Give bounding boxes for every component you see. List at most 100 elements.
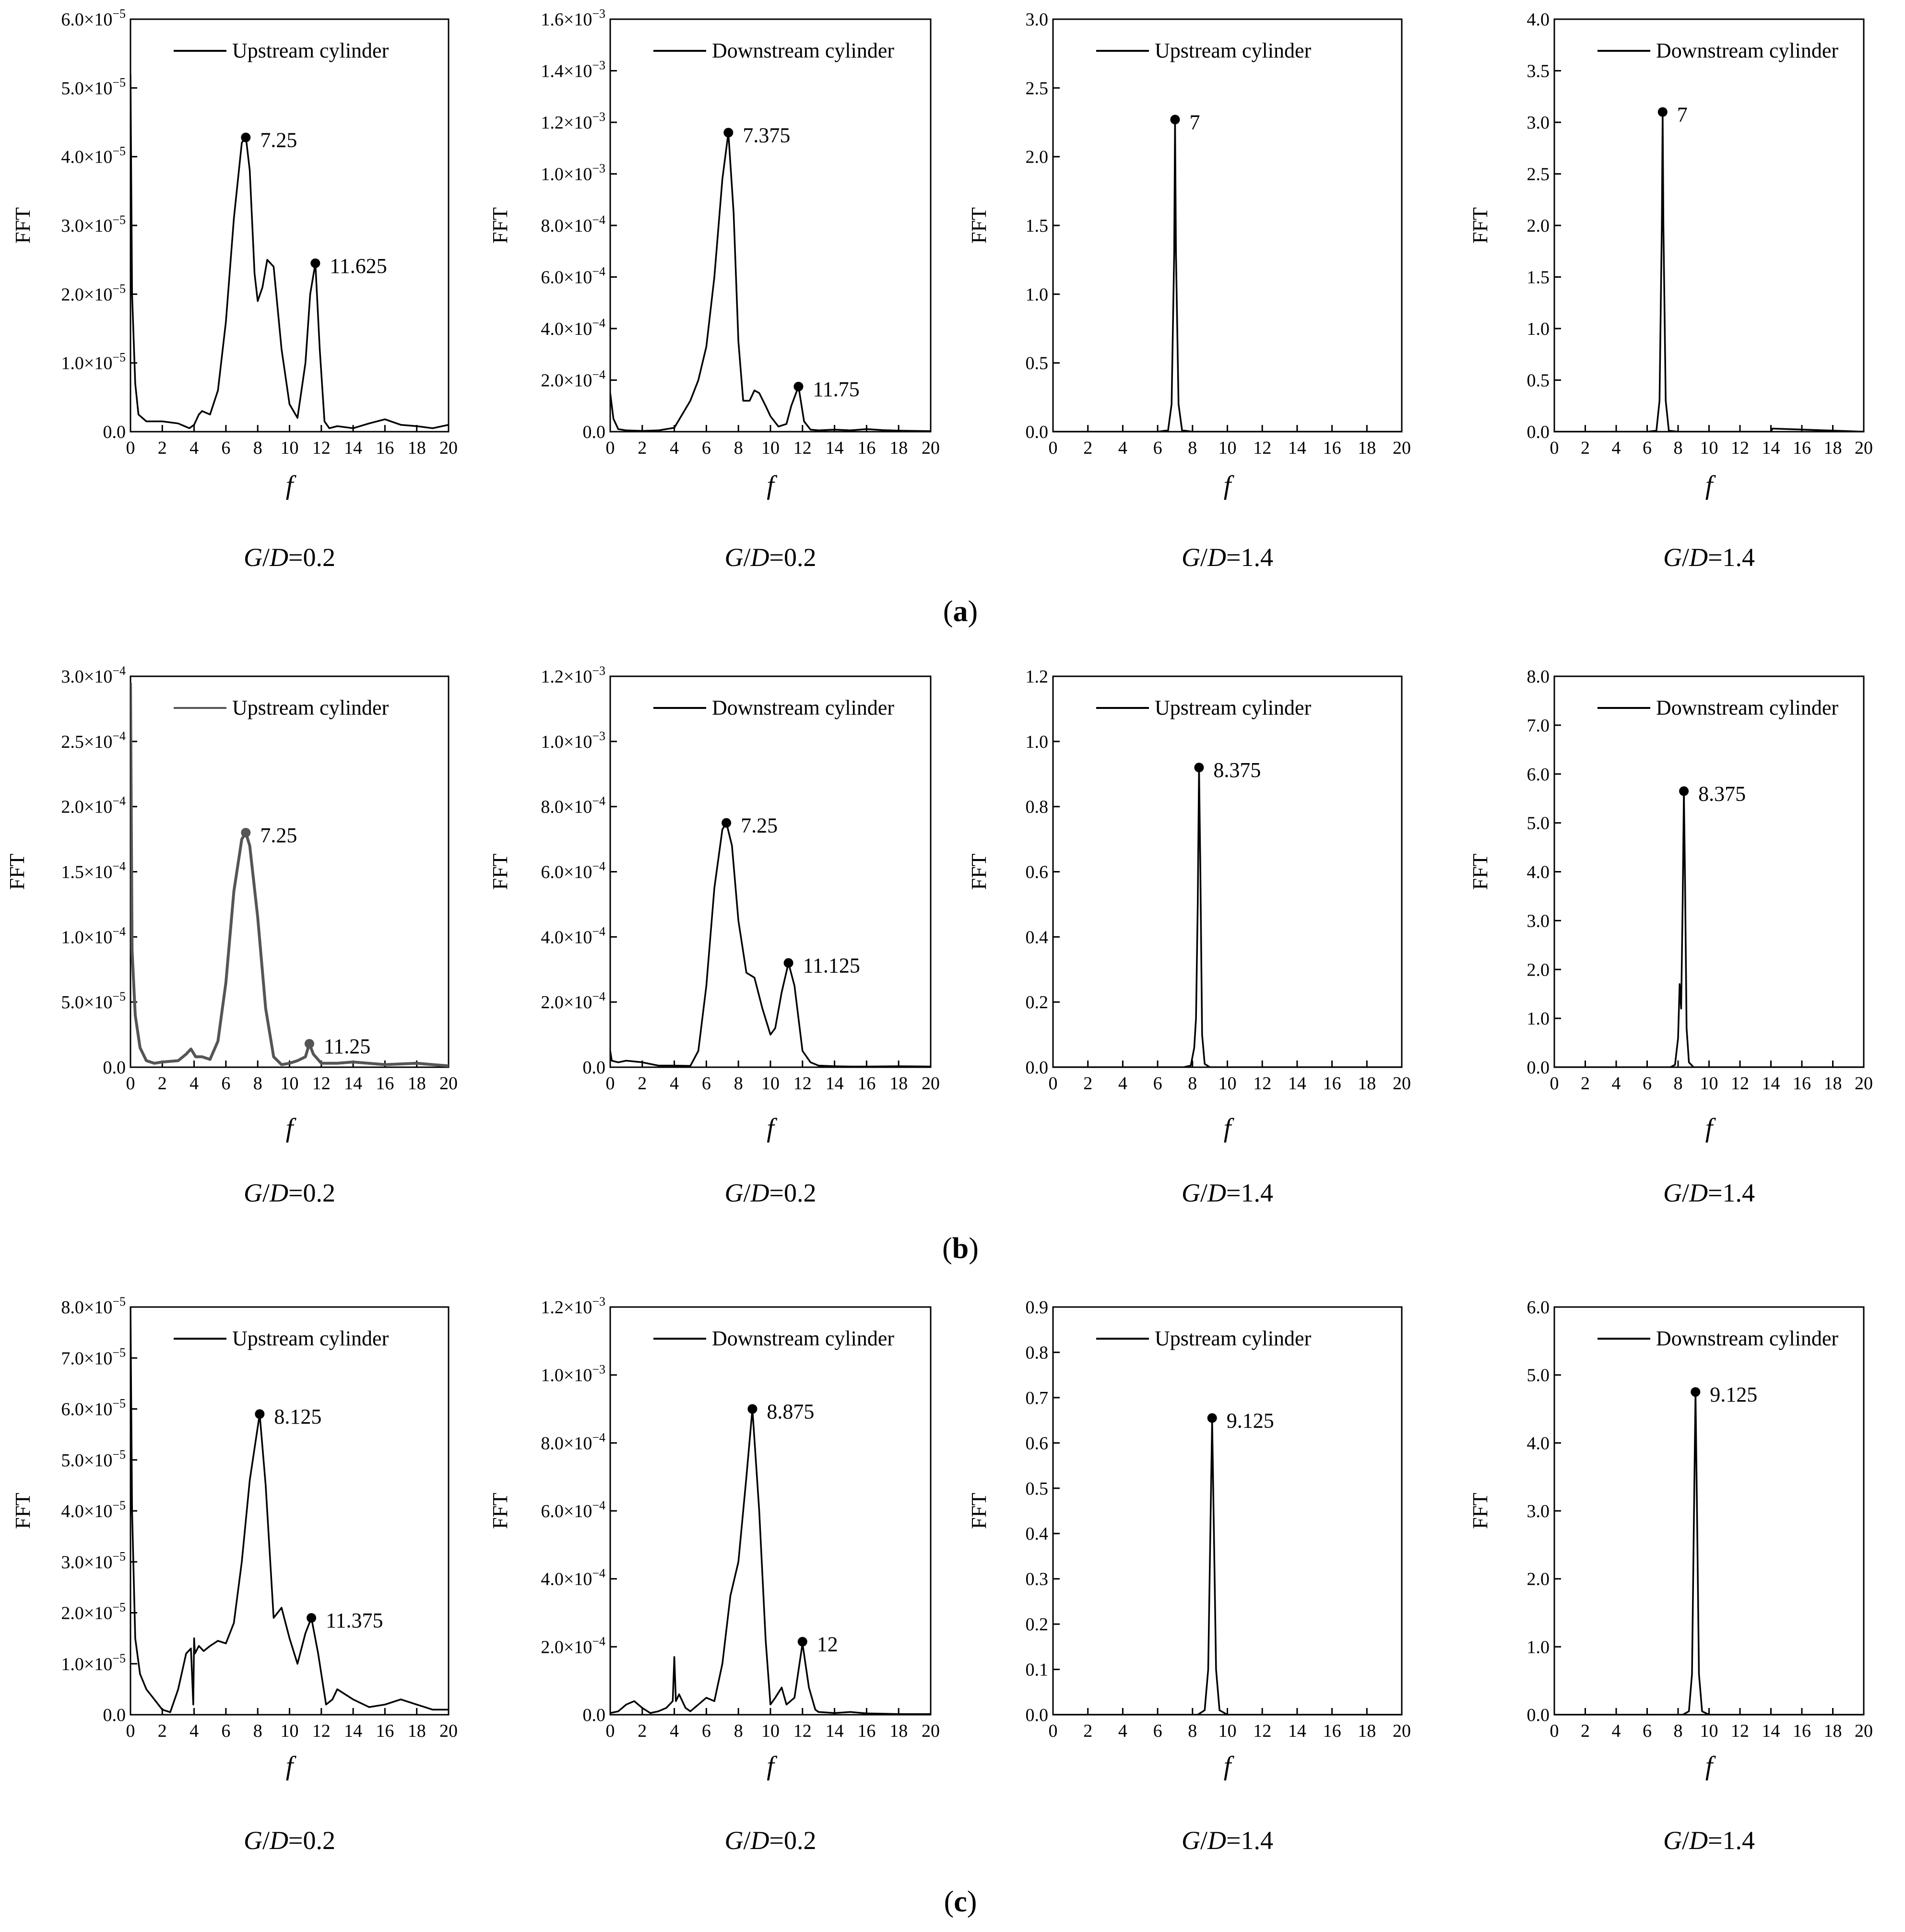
y-tick-label: 0.0 xyxy=(103,1058,126,1078)
y-tick-label: 4.0×10−5 xyxy=(61,144,126,167)
y-axis-label: FFT xyxy=(1468,853,1492,890)
y-tick-label: 3.0 xyxy=(1527,1501,1550,1521)
plot-frame xyxy=(1553,1306,1865,1716)
y-axis-label: FFT xyxy=(11,207,35,244)
x-axis-label: f xyxy=(1705,471,1716,500)
y-tick-label: 5.0×10−5 xyxy=(61,990,126,1013)
x-tick-label: 20 xyxy=(439,1073,458,1094)
x-tick-label: 18 xyxy=(889,1721,908,1741)
x-tick-label: 2 xyxy=(1581,1073,1590,1094)
x-tick-label: 4 xyxy=(1118,1721,1127,1741)
x-axis-label: f xyxy=(767,1751,778,1781)
plot-frame xyxy=(1052,675,1403,1068)
y-axis-label: FFT xyxy=(488,207,512,244)
y-tick-label: 6.0×10−4 xyxy=(541,265,605,288)
x-tick-label: 6 xyxy=(702,1721,711,1741)
y-tick-label: 1.0 xyxy=(1026,732,1049,752)
x-tick-label: 6 xyxy=(1153,1073,1162,1094)
y-tick-label: 0.0 xyxy=(103,422,126,442)
x-tick-label: 6 xyxy=(1153,438,1162,458)
x-tick-label: 12 xyxy=(1253,1073,1271,1094)
x-tick-label: 0 xyxy=(606,1721,615,1741)
plot-frame xyxy=(130,1306,450,1716)
y-tick-label: 6.0×10−5 xyxy=(61,7,126,30)
x-axis-label: f xyxy=(1224,1751,1235,1781)
peak-marker xyxy=(1679,786,1689,796)
x-tick-label: 14 xyxy=(826,1073,844,1094)
plot-frame xyxy=(130,675,450,1068)
caption: G/D=1.4 xyxy=(1663,1178,1755,1207)
x-tick-label: 18 xyxy=(1824,1073,1842,1094)
legend-label: Upstream cylinder xyxy=(232,39,389,62)
x-tick-label: 10 xyxy=(1700,438,1718,458)
x-tick-label: 8 xyxy=(253,1721,262,1741)
peak-marker xyxy=(241,132,251,142)
x-tick-label: 4 xyxy=(1118,1073,1127,1094)
legend-label: Downstream cylinder xyxy=(712,696,894,719)
peak-marker xyxy=(307,1613,317,1623)
x-tick-label: 20 xyxy=(439,438,458,458)
y-tick-label: 6.0×10−5 xyxy=(61,1397,126,1420)
chart-6: 0 2 4 6 8 10 12 14 16 18 20 0.0 2.0×10−4 4.0×10−4 6.0×… xyxy=(488,664,940,1207)
x-tick-label: 18 xyxy=(1358,1073,1376,1094)
x-tick-label: 0 xyxy=(1550,1721,1559,1741)
y-tick-label: 0.3 xyxy=(1026,1569,1049,1590)
plot-frame xyxy=(1052,1306,1403,1716)
x-tick-label: 4 xyxy=(670,438,679,458)
x-tick-label: 4 xyxy=(189,438,199,458)
x-tick-label: 8 xyxy=(1188,1721,1197,1741)
series-line xyxy=(1053,1419,1402,1715)
peak-marker xyxy=(304,1039,314,1049)
y-tick-label: 0.0 xyxy=(1527,1058,1550,1078)
x-tick-label: 4 xyxy=(1612,1721,1621,1741)
y-tick-label: 0.0 xyxy=(1026,1058,1049,1078)
x-tick-label: 8 xyxy=(253,438,262,458)
y-tick-label: 3.5 xyxy=(1527,61,1550,82)
x-tick-label: 0 xyxy=(126,1073,135,1094)
peak-marker xyxy=(747,1404,757,1414)
chart-2: 0 2 4 6 8 10 12 14 16 18 20 0.0 2.0×10−4 4.0×10−4 6.0×… xyxy=(488,7,940,572)
y-tick-label: 1.4×10−3 xyxy=(541,59,605,82)
y-tick-label: 2.0×10−5 xyxy=(61,1601,126,1624)
x-tick-label: 8 xyxy=(1188,438,1197,458)
y-tick-label: 4.0×10−4 xyxy=(541,316,605,339)
y-tick-label: 7.0×10−5 xyxy=(61,1345,126,1368)
y-tick-label: 1.0×10−3 xyxy=(541,729,605,752)
x-axis-label: f xyxy=(1705,1751,1716,1781)
x-tick-label: 6 xyxy=(1153,1721,1162,1741)
chart-9: 0 2 4 6 8 10 12 14 16 18 20 0.0 1.0×10−5 2.0×10−5 3.0×… xyxy=(11,1295,458,1855)
x-tick-label: 14 xyxy=(344,1073,362,1094)
caption: G/D=1.4 xyxy=(1663,543,1755,572)
x-tick-label: 4 xyxy=(189,1073,199,1094)
x-tick-label: 12 xyxy=(793,438,812,458)
plot-frame xyxy=(130,18,450,433)
peak-label: 8.375 xyxy=(1698,782,1746,805)
y-tick-label: 5.0×10−5 xyxy=(61,75,126,98)
y-tick-label: 0.5 xyxy=(1026,353,1049,374)
y-tick-label: 8.0×10−5 xyxy=(61,1295,126,1318)
peak-label: 7.25 xyxy=(260,824,297,847)
peak-label: 7.25 xyxy=(260,129,297,152)
x-tick-label: 16 xyxy=(1323,1721,1341,1741)
y-tick-label: 2.0×10−4 xyxy=(541,1634,605,1657)
x-tick-label: 12 xyxy=(1731,1073,1749,1094)
legend-label: Upstream cylinder xyxy=(1155,696,1312,719)
peak-marker xyxy=(722,818,732,828)
plot-frame xyxy=(609,675,932,1068)
peak-marker xyxy=(1657,107,1668,117)
y-tick-label: 6.0×10−4 xyxy=(541,1498,605,1521)
x-tick-label: 2 xyxy=(1083,1721,1092,1741)
panel-label-c: (c) xyxy=(944,1885,977,1918)
chart-1: 0 2 4 6 8 10 12 14 16 18 20 0.0 1.0×10−5 2.0×10−5 3.0×… xyxy=(11,7,458,572)
peak-marker xyxy=(797,1637,807,1647)
y-axis-label: FFT xyxy=(967,207,991,244)
y-tick-label: 4.0 xyxy=(1527,1433,1550,1453)
x-tick-label: 20 xyxy=(1393,1721,1411,1741)
x-tick-label: 4 xyxy=(670,1073,679,1094)
x-tick-label: 12 xyxy=(793,1073,812,1094)
x-tick-label: 6 xyxy=(1643,438,1652,458)
y-tick-label: 0.1 xyxy=(1026,1660,1049,1680)
y-tick-label: 0.0 xyxy=(583,1705,606,1725)
peak-label: 12 xyxy=(817,1633,838,1656)
peak-label: 8.875 xyxy=(767,1400,814,1424)
